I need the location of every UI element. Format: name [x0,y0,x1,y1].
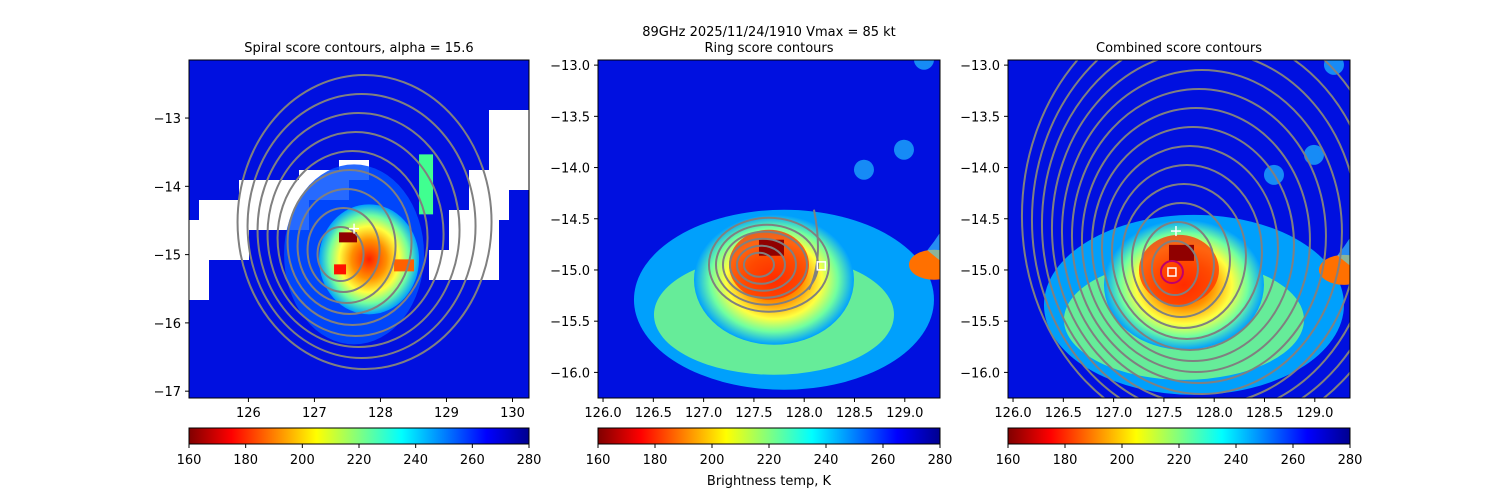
y-tick-label: −16.0 [550,366,590,381]
heatmap [598,60,940,398]
y-tick-label: −14.5 [550,213,590,228]
colorbar-tick-label: 220 [757,453,782,468]
colorbar [597,427,941,445]
y-tick-label: −13 [154,112,181,127]
colorbar-tick-label: 160 [586,453,611,468]
eye-ring [1159,260,1184,285]
x-tick-label: 130 [500,406,525,421]
colorbar-tick-label: 200 [290,453,315,468]
panel-1: Spiral score contours, alpha = 15.6 126 12… [154,41,542,468]
colorbar-tick-label: 160 [996,453,1021,468]
x-tick-label: 129.0 [1296,406,1333,421]
y-tick-label: −13.0 [550,59,590,74]
colorbar-tick-label: 280 [928,453,953,468]
x-tick-label: 129 [434,406,459,421]
x-tick-label: 127 [302,406,327,421]
x-tick-label: 126.0 [994,406,1031,421]
center-square-marker [816,261,827,271]
score-contours [1021,60,1350,398]
panel-title: Ring score contours [704,41,833,56]
y-tick-label: −15.0 [960,264,1000,279]
colorbar-tick-label: 200 [700,453,725,468]
x-tick-label: 128.5 [836,406,873,421]
panel-3: Combined score contours 126.0 126.5 127.0 12… [960,41,1363,468]
center-plus-marker [1170,226,1181,237]
y-tick-label: −14 [154,180,181,195]
panel-2: Ring score contours 126.0 126.5 127.0 127.5 1… [550,41,953,489]
colorbar-tick-label: 280 [517,453,542,468]
plot-frame [597,59,941,399]
colorbar-tick-label: 260 [460,453,485,468]
y-tick-label: −13.5 [960,110,1000,125]
heatmap [189,60,529,398]
colorbar-tick-label: 200 [1110,453,1135,468]
y-tick-label: −14.5 [960,213,1000,228]
x-tick-label: 129.0 [886,406,923,421]
center-plus-marker [349,223,360,234]
colorbar-tick-label: 180 [233,453,258,468]
y-tick-label: −15.5 [550,315,590,330]
colorbar-tick-label: 180 [643,453,668,468]
colorbar-tick-label: 260 [1281,453,1306,468]
y-tick-label: −16 [154,317,181,332]
colorbar-tick-label: 240 [403,453,428,468]
y-tick-label: −16.0 [960,366,1000,381]
panel-title: Spiral score contours, alpha = 15.6 [244,41,473,56]
y-tick-label: −15.0 [550,264,590,279]
colorbar [1007,427,1351,445]
colorbar [188,427,530,445]
x-tick-label: 126.5 [1045,406,1082,421]
plot-frame [1007,59,1351,399]
plot-frame [188,59,530,399]
colorbar-tick-label: 180 [1053,453,1078,468]
x-tick-label: 127.5 [1145,406,1182,421]
y-tick-label: −14.0 [960,162,1000,177]
x-tick-label: 127.0 [1095,406,1132,421]
x-tick-label: 128.5 [1246,406,1283,421]
y-tick-label: −17 [154,385,181,400]
colorbar-tick-label: 160 [177,453,202,468]
y-tick-label: −15.5 [960,315,1000,330]
y-tick-label: −14.0 [550,162,590,177]
center-square-marker [1167,267,1177,277]
colorbar-tick-label: 220 [347,453,372,468]
colorbar-tick-label: 240 [1224,453,1249,468]
score-contours [236,74,493,371]
y-tick-label: −15 [154,249,181,264]
x-tick-label: 128 [368,406,393,421]
x-tick-label: 126.5 [635,406,672,421]
colorbar-tick-label: 220 [1167,453,1192,468]
panel-title: Combined score contours [1096,41,1262,56]
colorbar-label: Brightness temp, K [707,474,832,489]
suptitle: 89GHz 2025/11/24/1910 Vmax = 85 kt [642,25,896,40]
colorbar-tick-label: 260 [871,453,896,468]
colorbar-tick-label: 240 [814,453,839,468]
x-tick-label: 128.0 [1196,406,1233,421]
heatmap [1008,60,1350,398]
colorbar-tick-label: 280 [1338,453,1363,468]
x-tick-label: 127.0 [685,406,722,421]
x-tick-label: 126 [236,406,261,421]
x-tick-label: 128.0 [786,406,823,421]
x-tick-label: 127.5 [735,406,772,421]
x-tick-label: 126.0 [584,406,621,421]
y-tick-label: −13.0 [960,59,1000,74]
y-tick-label: −13.5 [550,110,590,125]
